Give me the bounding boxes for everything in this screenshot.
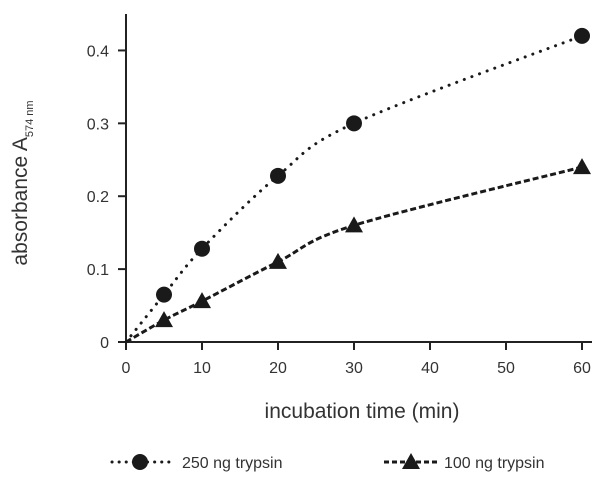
legend-marker-100 — [402, 453, 420, 469]
data-point-triangle — [269, 252, 287, 269]
data-point-triangle — [155, 311, 173, 328]
x-tick-label: 60 — [573, 360, 591, 377]
y-axis-title-sub: 574 nm — [24, 100, 36, 137]
x-tick-label: 30 — [345, 360, 363, 377]
data-point-triangle — [345, 216, 363, 233]
series-line-1 — [125, 165, 583, 344]
legend-label-250: 250 ng trypsin — [182, 455, 283, 472]
data-point-triangle — [193, 292, 211, 309]
series-line-0 — [124, 34, 584, 344]
axes — [125, 14, 592, 343]
y-tick-label: 0.2 — [87, 189, 109, 206]
curves — [124, 34, 584, 344]
data-point-circle — [574, 27, 590, 44]
x-axis-title: incubation time (min) — [265, 400, 460, 423]
x-tick-label: 0 — [122, 360, 131, 377]
x-tick-label: 20 — [269, 360, 287, 377]
data-point-circle — [194, 240, 210, 257]
y-axis-title-main: absorbance A — [9, 137, 32, 265]
y-tick-label: 0.3 — [87, 116, 109, 133]
x-tick-label: 40 — [421, 360, 439, 377]
legend: 250 ng trypsin 100 ng trypsin — [110, 453, 545, 472]
y-tick-label: 0 — [100, 335, 109, 352]
y-tick-label: 0.4 — [87, 43, 109, 60]
data-point-triangle — [573, 158, 591, 175]
markers — [155, 27, 591, 328]
data-point-circle — [270, 167, 286, 184]
legend-label-100: 100 ng trypsin — [444, 455, 545, 472]
y-tick-label: 0.1 — [87, 262, 109, 279]
ticks: 0 10 20 30 40 50 60 0 0.1 0.2 0.3 0.4 — [87, 43, 591, 377]
data-point-circle — [156, 286, 172, 303]
y-axis-title: absorbance A574 nm — [9, 100, 36, 265]
legend-marker-250 — [132, 454, 148, 470]
x-tick-label: 10 — [193, 360, 211, 377]
x-tick-label: 50 — [497, 360, 515, 377]
data-point-circle — [346, 115, 362, 132]
